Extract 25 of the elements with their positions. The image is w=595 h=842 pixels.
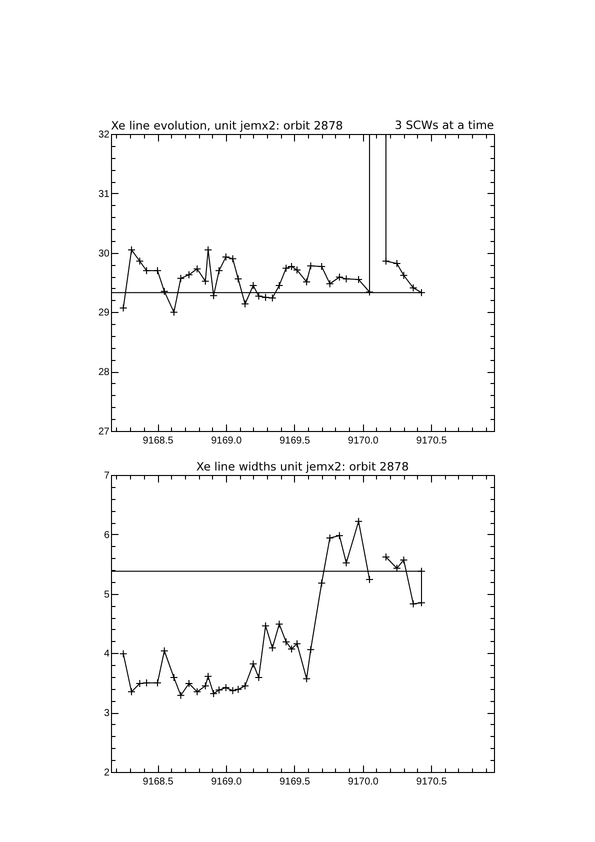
x-tick-label: 9170.0 [348, 436, 379, 446]
x-tick-label: 9169.0 [211, 776, 242, 788]
y-tick-label: 31 [98, 188, 110, 200]
x-tick-label: 9169.5 [279, 436, 311, 446]
y-tick-label: 32 [98, 130, 110, 140]
y-tick-label: 27 [98, 426, 110, 438]
y-tick-label: 6 [104, 530, 110, 541]
y-tick-label: 28 [98, 367, 110, 378]
text: 3 SCWs at a time [394, 118, 494, 132]
x-tick-label: 9170.0 [348, 776, 379, 788]
y-tick-label: 7 [104, 470, 110, 482]
y-tick-label: 29 [98, 308, 110, 319]
chart-title: Xe line widths unit jemx2: orbit 2878 [196, 460, 409, 474]
y-tick-label: 3 [104, 708, 110, 720]
y-tick-label: 2 [104, 768, 110, 778]
chart-title: Xe line evolution, unit jemx2: orbit 2878 [111, 118, 343, 132]
x-tick-label: 9170.5 [416, 776, 448, 788]
y-tick-label: 4 [104, 648, 110, 660]
y-tick-label: 30 [98, 248, 110, 260]
x-tick-label: 9169.5 [279, 776, 311, 788]
x-tick-label: 9168.5 [142, 776, 174, 788]
x-tick-label: 9170.5 [416, 436, 448, 446]
x-tick-label: 9169.0 [211, 436, 242, 446]
x-tick-label: 9168.5 [142, 436, 174, 446]
y-tick-label: 5 [104, 589, 110, 600]
